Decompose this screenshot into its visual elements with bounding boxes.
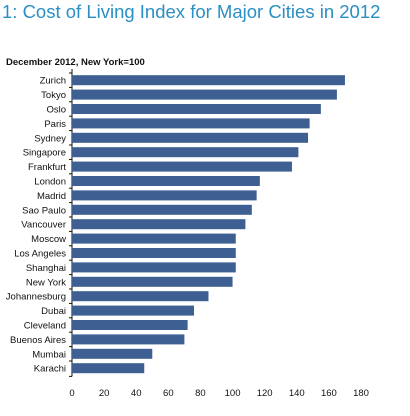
category-label: Shanghai — [26, 263, 66, 274]
category-label: Moscow — [31, 234, 66, 245]
bar — [72, 291, 209, 302]
category-label: Vancouver — [21, 220, 66, 231]
x-tick-label: 40 — [131, 388, 142, 399]
bar — [72, 104, 321, 114]
bar — [72, 89, 337, 100]
bar — [72, 204, 252, 215]
bar — [72, 276, 233, 287]
category-label: Madrid — [37, 191, 66, 202]
category-label: New York — [26, 277, 66, 288]
x-tick-label: 60 — [163, 388, 174, 399]
bar — [72, 348, 153, 359]
bar — [72, 219, 246, 230]
x-tick-label: 180 — [353, 388, 369, 399]
chart-title: 1: Cost of Living Index for Major Cities… — [2, 1, 381, 22]
x-tick-label: 20 — [99, 388, 110, 399]
category-label: Buenos Aires — [10, 335, 66, 346]
bar — [72, 118, 310, 129]
bar — [72, 334, 185, 345]
bar — [72, 190, 257, 201]
bar — [72, 161, 292, 172]
x-tick-label: 100 — [225, 388, 241, 399]
bar — [72, 248, 236, 258]
bar — [72, 176, 260, 186]
category-label: Johannesburg — [6, 292, 66, 303]
bar — [72, 147, 299, 158]
bar — [72, 75, 345, 86]
category-label: Karachi — [34, 364, 66, 375]
category-label: Sao Paulo — [22, 205, 66, 216]
x-tick-label: 80 — [195, 388, 206, 399]
category-label: Sydney — [34, 133, 66, 144]
x-tick-label: 140 — [289, 388, 305, 399]
category-label: Los Angeles — [14, 249, 66, 260]
bar — [72, 132, 309, 143]
category-label: Paris — [44, 119, 66, 130]
bar — [72, 262, 236, 273]
category-label: Dubai — [41, 306, 66, 317]
category-label: Singapore — [23, 148, 66, 159]
category-label: Frankfurt — [28, 162, 66, 173]
category-label: Tokyo — [41, 90, 66, 101]
x-tick-label: 120 — [257, 388, 273, 399]
bar — [72, 233, 236, 244]
category-label: Cleveland — [24, 321, 66, 332]
bar — [72, 320, 188, 330]
category-label: Mumbai — [32, 349, 66, 360]
category-label: Zurich — [40, 76, 66, 87]
category-label: Oslo — [46, 105, 66, 116]
x-tick-label: 0 — [69, 388, 74, 399]
bar — [72, 305, 195, 316]
x-tick-label: 160 — [321, 388, 337, 399]
bar — [72, 363, 145, 374]
category-label: London — [34, 177, 66, 188]
chart-subtitle: December 2012, New York=100 — [6, 57, 145, 68]
